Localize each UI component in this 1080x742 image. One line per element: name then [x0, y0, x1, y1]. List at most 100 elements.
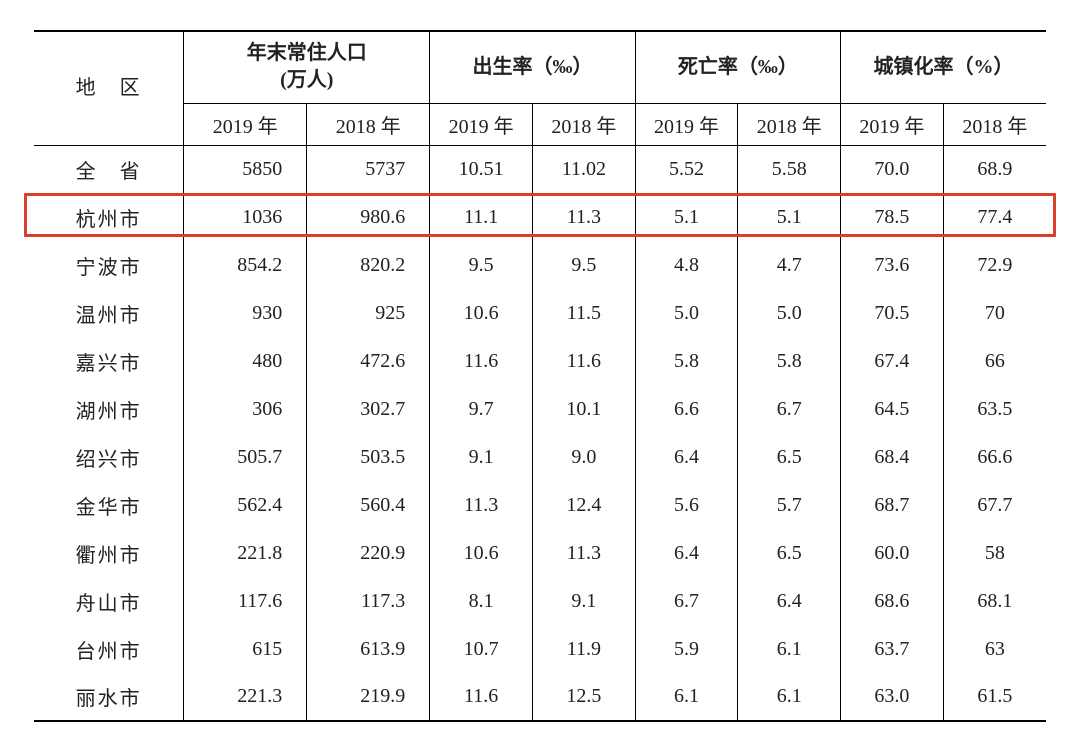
cell-urban2019: 68.4	[841, 433, 944, 481]
cell-birth2019: 10.6	[430, 529, 533, 577]
cell-birth2018: 9.1	[532, 577, 635, 625]
col-header-death: 死亡率（‰）	[635, 31, 840, 103]
table-body: 全 省5850573710.5111.025.525.5870.068.9杭州市…	[34, 145, 1046, 721]
cell-pop2019: 5850	[184, 145, 307, 193]
cell-death2018: 6.5	[738, 529, 841, 577]
table-row: 杭州市1036980.611.111.35.15.178.577.4	[34, 193, 1046, 241]
cell-death2019: 6.4	[635, 433, 738, 481]
cell-pop2019: 221.3	[184, 673, 307, 721]
cell-death2019: 5.1	[635, 193, 738, 241]
cell-death2018: 5.8	[738, 337, 841, 385]
cell-pop2018: 219.9	[307, 673, 430, 721]
col-header-birth: 出生率（‰）	[430, 31, 635, 103]
cell-death2019: 5.6	[635, 481, 738, 529]
table-row: 全 省5850573710.5111.025.525.5870.068.9	[34, 145, 1046, 193]
cell-pop2018: 117.3	[307, 577, 430, 625]
year-pop-2018: 2018 年	[307, 103, 430, 145]
population-table-container: 地 区 年末常住人口 (万人) 出生率（‰） 死亡率（‰） 城镇化率（%） 20…	[0, 0, 1080, 742]
cell-pop2019: 1036	[184, 193, 307, 241]
cell-birth2018: 10.1	[532, 385, 635, 433]
cell-pop2018: 503.5	[307, 433, 430, 481]
col-header-population: 年末常住人口 (万人)	[184, 31, 430, 103]
cell-death2018: 4.7	[738, 241, 841, 289]
cell-urban2018: 72.9	[943, 241, 1046, 289]
cell-pop2019: 480	[184, 337, 307, 385]
table-row: 丽水市221.3219.911.612.56.16.163.061.5	[34, 673, 1046, 721]
cell-urban2019: 73.6	[841, 241, 944, 289]
cell-birth2018: 11.3	[532, 529, 635, 577]
cell-birth2018: 11.3	[532, 193, 635, 241]
year-urban-2019: 2019 年	[841, 103, 944, 145]
cell-region: 台州市	[34, 625, 184, 673]
cell-death2018: 5.7	[738, 481, 841, 529]
cell-birth2018: 11.02	[532, 145, 635, 193]
cell-urban2018: 67.7	[943, 481, 1046, 529]
cell-pop2018: 613.9	[307, 625, 430, 673]
cell-region: 温州市	[34, 289, 184, 337]
cell-urban2018: 77.4	[943, 193, 1046, 241]
cell-death2018: 6.5	[738, 433, 841, 481]
cell-death2018: 5.58	[738, 145, 841, 193]
cell-pop2018: 820.2	[307, 241, 430, 289]
cell-region: 湖州市	[34, 385, 184, 433]
cell-birth2018: 9.5	[532, 241, 635, 289]
cell-pop2019: 306	[184, 385, 307, 433]
cell-death2018: 6.7	[738, 385, 841, 433]
cell-birth2019: 10.51	[430, 145, 533, 193]
year-birth-2019: 2019 年	[430, 103, 533, 145]
table-row: 台州市615613.910.711.95.96.163.763	[34, 625, 1046, 673]
cell-region: 嘉兴市	[34, 337, 184, 385]
cell-birth2019: 9.7	[430, 385, 533, 433]
table-row: 绍兴市505.7503.59.19.06.46.568.466.6	[34, 433, 1046, 481]
table-row: 嘉兴市480472.611.611.65.85.867.466	[34, 337, 1046, 385]
year-pop-2019: 2019 年	[184, 103, 307, 145]
table-row: 温州市93092510.611.55.05.070.570	[34, 289, 1046, 337]
cell-urban2019: 63.0	[841, 673, 944, 721]
cell-pop2019: 221.8	[184, 529, 307, 577]
cell-birth2019: 11.3	[430, 481, 533, 529]
cell-urban2019: 78.5	[841, 193, 944, 241]
cell-death2019: 6.4	[635, 529, 738, 577]
cell-death2019: 6.6	[635, 385, 738, 433]
cell-urban2018: 63	[943, 625, 1046, 673]
col-header-region: 地 区	[34, 31, 184, 145]
year-death-2019: 2019 年	[635, 103, 738, 145]
cell-urban2019: 63.7	[841, 625, 944, 673]
cell-birth2018: 11.9	[532, 625, 635, 673]
cell-urban2019: 68.6	[841, 577, 944, 625]
cell-urban2019: 70.0	[841, 145, 944, 193]
cell-urban2018: 63.5	[943, 385, 1046, 433]
table-row: 宁波市854.2820.29.59.54.84.773.672.9	[34, 241, 1046, 289]
cell-birth2019: 11.6	[430, 337, 533, 385]
header-row-2: 2019 年 2018 年 2019 年 2018 年 2019 年 2018 …	[34, 103, 1046, 145]
year-urban-2018: 2018 年	[943, 103, 1046, 145]
year-birth-2018: 2018 年	[532, 103, 635, 145]
cell-death2019: 6.1	[635, 673, 738, 721]
cell-pop2018: 472.6	[307, 337, 430, 385]
cell-death2019: 5.0	[635, 289, 738, 337]
population-table: 地 区 年末常住人口 (万人) 出生率（‰） 死亡率（‰） 城镇化率（%） 20…	[34, 30, 1046, 722]
col-header-population-l2: (万人)	[280, 69, 333, 91]
cell-urban2018: 68.9	[943, 145, 1046, 193]
cell-pop2018: 980.6	[307, 193, 430, 241]
cell-region: 衢州市	[34, 529, 184, 577]
cell-death2018: 6.1	[738, 673, 841, 721]
cell-birth2019: 9.1	[430, 433, 533, 481]
cell-death2018: 5.1	[738, 193, 841, 241]
cell-pop2019: 505.7	[184, 433, 307, 481]
cell-region: 丽水市	[34, 673, 184, 721]
table-row: 湖州市306302.79.710.16.66.764.563.5	[34, 385, 1046, 433]
table-row: 舟山市117.6117.38.19.16.76.468.668.1	[34, 577, 1046, 625]
col-header-urban: 城镇化率（%）	[841, 31, 1046, 103]
cell-pop2018: 560.4	[307, 481, 430, 529]
cell-urban2019: 67.4	[841, 337, 944, 385]
cell-urban2018: 66	[943, 337, 1046, 385]
cell-birth2018: 12.4	[532, 481, 635, 529]
cell-birth2019: 9.5	[430, 241, 533, 289]
cell-birth2018: 11.6	[532, 337, 635, 385]
cell-death2018: 5.0	[738, 289, 841, 337]
cell-urban2019: 68.7	[841, 481, 944, 529]
cell-death2019: 6.7	[635, 577, 738, 625]
cell-birth2019: 10.6	[430, 289, 533, 337]
cell-birth2018: 9.0	[532, 433, 635, 481]
